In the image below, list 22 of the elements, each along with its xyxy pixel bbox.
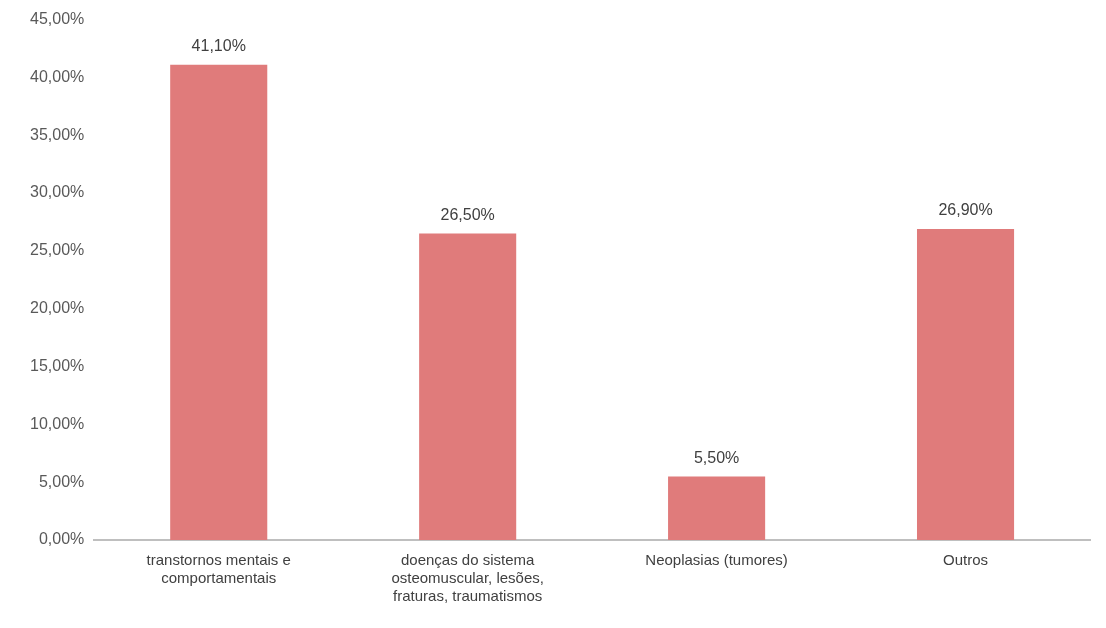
bar <box>170 64 268 540</box>
x-tick-label: Neoplasias (tumores) <box>645 551 788 569</box>
y-tick-label: 5,00% <box>38 472 85 490</box>
x-tick-label: Outros <box>943 551 989 569</box>
x-tick-label: transtornos mentais e comportamentais <box>146 551 291 587</box>
y-tick-label: 15,00% <box>30 356 85 374</box>
y-tick-label: 25,00% <box>30 241 85 259</box>
data-label: 41,10% <box>191 37 246 55</box>
bar <box>916 228 1015 540</box>
y-tick-label: 40,00% <box>30 67 85 85</box>
data-label: 5,50% <box>693 448 740 466</box>
y-tick-label: 45,00% <box>30 10 85 28</box>
bar <box>419 233 517 540</box>
y-tick-label: 0,00% <box>38 530 85 548</box>
y-tick-label: 30,00% <box>30 183 85 201</box>
y-tick-label: 20,00% <box>30 299 85 317</box>
y-tick-label: 10,00% <box>30 414 85 432</box>
data-label: 26,50% <box>440 205 495 223</box>
x-tick-label: doenças do sistema osteomuscular, lesões, fraturas, traumatismos <box>391 551 544 605</box>
y-tick-label: 35,00% <box>30 125 85 143</box>
bar <box>668 476 766 540</box>
data-label: 26,90% <box>938 201 993 219</box>
